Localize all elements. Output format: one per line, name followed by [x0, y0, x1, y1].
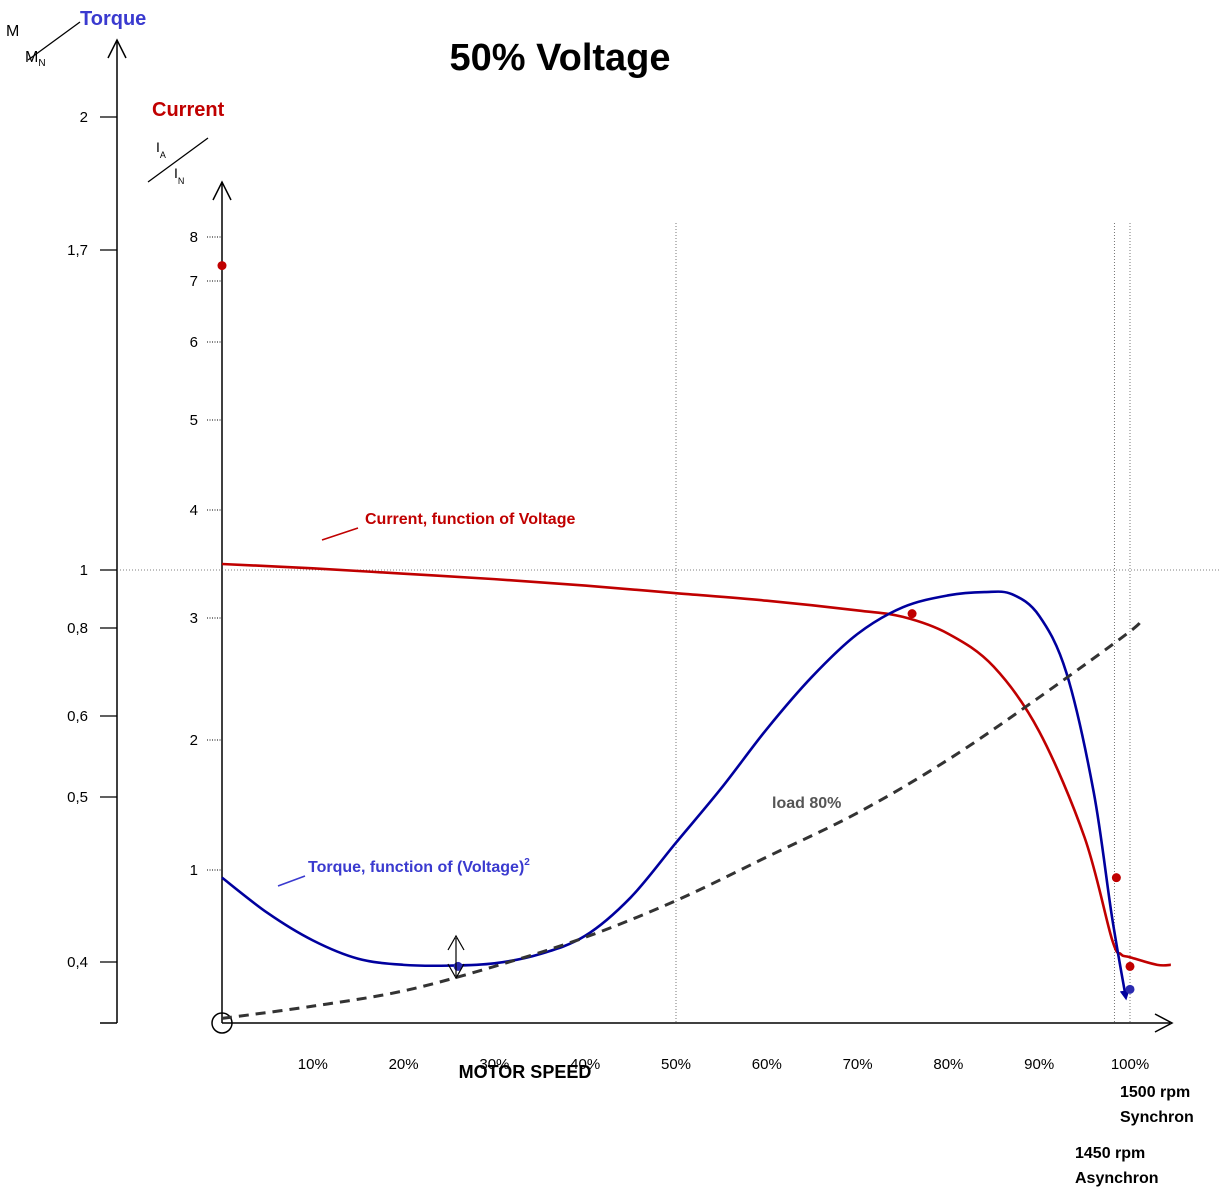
origin-circle	[211, 1012, 233, 1034]
series-label-torque: Torque, function of (Voltage)2	[308, 857, 530, 876]
current-tick-label: 1	[190, 862, 198, 879]
x-axis-arrow	[1154, 1013, 1174, 1033]
rpm-sync-label: Synchron	[1120, 1109, 1194, 1126]
torque-tick-label: 0,5	[67, 789, 88, 806]
torque-axis-arrow	[107, 38, 127, 59]
current-tick-label: 5	[190, 412, 198, 429]
torque-point	[1125, 984, 1135, 994]
torque-unit-top: M	[6, 23, 19, 40]
torque-margin-arrow	[447, 934, 465, 980]
rpm-async-label: Asynchron	[1075, 1170, 1159, 1187]
current-tick-label: 6	[190, 334, 198, 351]
x-tick-label: 50%	[661, 1056, 691, 1073]
current-point	[1111, 873, 1121, 883]
x-tick-label: 10%	[298, 1056, 328, 1073]
x-tick-label: 60%	[752, 1056, 782, 1073]
torque-axis-title: Torque	[80, 8, 146, 30]
x-tick-label: 80%	[933, 1056, 963, 1073]
series-layer	[221, 562, 1171, 1020]
torque-unit-bottom: MN	[25, 49, 46, 69]
torque-tick-label: 0,4	[67, 954, 88, 971]
current-tick-label: 3	[190, 610, 198, 627]
current-callout-leader	[321, 527, 359, 541]
x-axis-label: MOTOR SPEED	[459, 1062, 592, 1082]
x-tick-label: 40%	[570, 1056, 600, 1073]
x-tick-label: 100%	[1111, 1056, 1149, 1073]
series-label-load: load 80%	[772, 795, 841, 812]
chart-title: 50% Voltage	[449, 37, 670, 79]
current-point	[907, 609, 917, 619]
current-point	[217, 261, 227, 271]
current-unit-top: IA	[156, 139, 166, 160]
current-tick-label: 7	[190, 273, 198, 290]
series-label-current: Current, function of Voltage	[365, 511, 575, 528]
current-tick-label: 2	[190, 732, 198, 749]
torque-tick-label: 1,7	[67, 242, 88, 259]
current-tick-label: 4	[190, 502, 198, 519]
current-unit-slash	[147, 137, 209, 183]
current-axis-title: Current	[152, 99, 225, 121]
current-axis-arrow	[212, 180, 232, 201]
tick-layer: 10% 20% 30% 40% 50% 60% 70% 80% 90% 100% 2 1,7 1 0,8 0…	[67, 109, 1149, 1073]
torque-unit-slash	[27, 21, 81, 61]
x-tick-label: 20%	[389, 1056, 419, 1073]
x-tick-label: 90%	[1024, 1056, 1054, 1073]
load-curve	[221, 619, 1142, 1020]
current-curve	[221, 562, 1171, 967]
x-tick-label: 70%	[843, 1056, 873, 1073]
current-unit-bottom: IN	[174, 165, 184, 186]
torque-tick-label: 0,8	[67, 620, 88, 637]
grid-layer	[675, 223, 1131, 1023]
torque-tick-label: 0,6	[67, 708, 88, 725]
rpm-sync-value: 1500 rpm	[1120, 1084, 1190, 1101]
rpm-async-value: 1450 rpm	[1075, 1145, 1145, 1162]
current-tick-label: 8	[190, 229, 198, 246]
torque-curve	[221, 590, 1130, 1001]
torque-callout-leader	[277, 875, 306, 887]
current-point	[1125, 961, 1135, 971]
x-tick-label: 30%	[479, 1056, 509, 1073]
torque-tick-label: 1	[80, 562, 88, 579]
torque-tick-label: 2	[80, 109, 88, 126]
